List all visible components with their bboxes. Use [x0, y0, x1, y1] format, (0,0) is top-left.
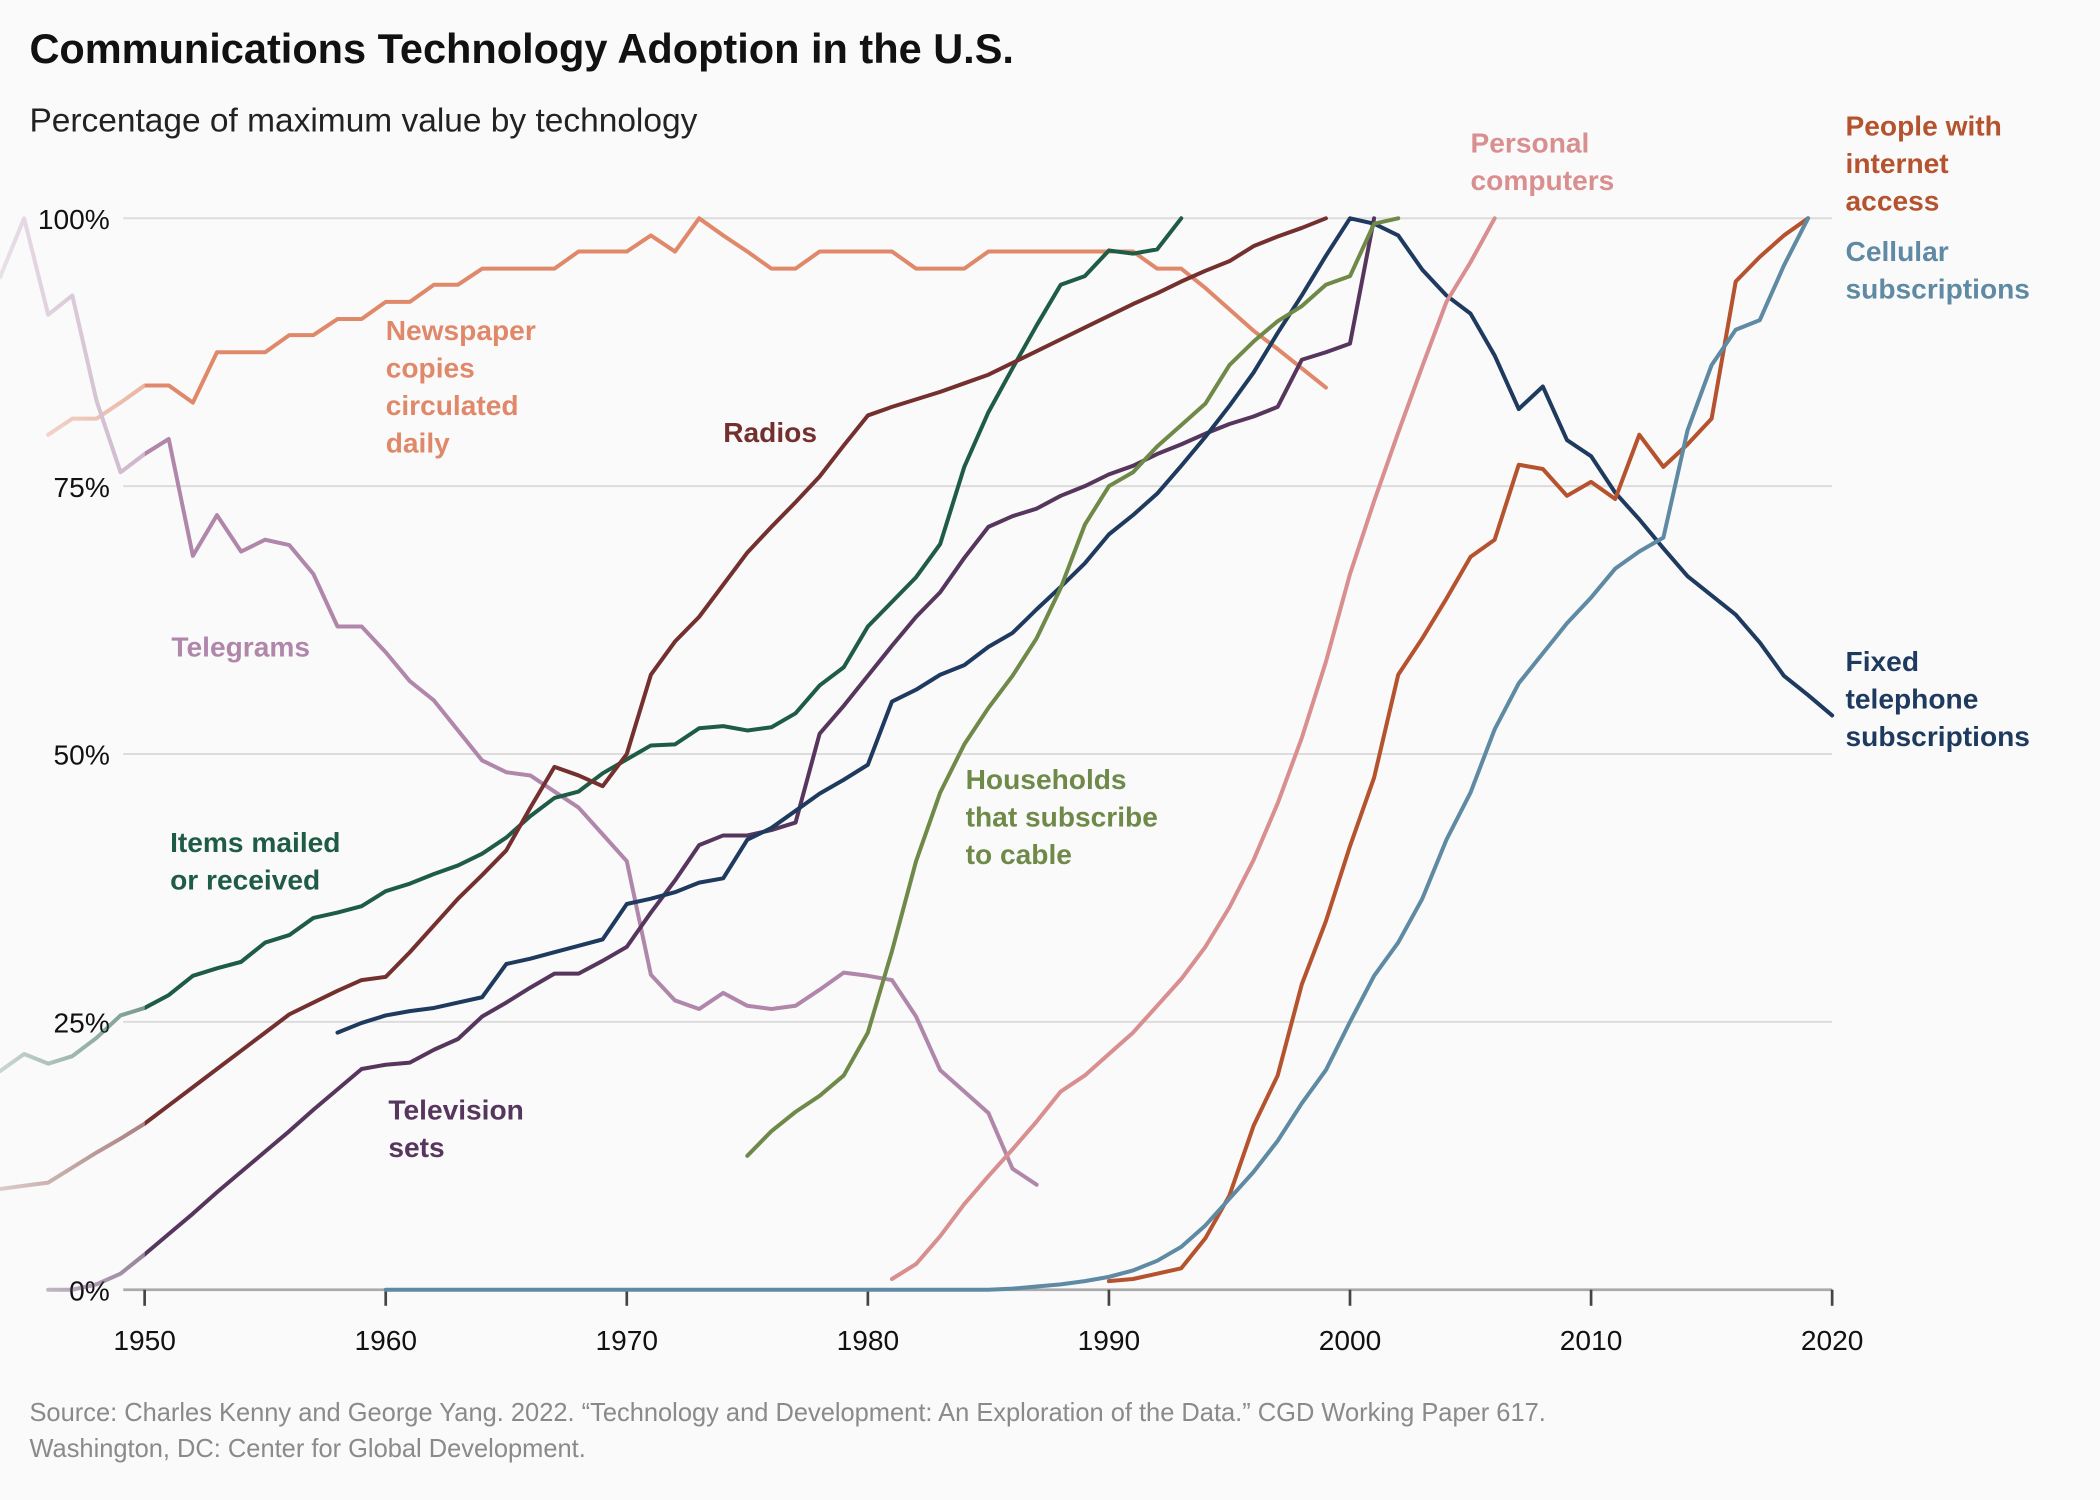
series-line [0, 216, 1328, 1192]
series-line [889, 216, 1497, 1282]
x-tick-label: 2000 [1319, 1325, 1382, 1356]
series-label-box: People with internet access [1845, 111, 2002, 217]
grid: 0%25%50%75%100%1950 1960 1970 1980 1990 2000 2… [38, 204, 1864, 1356]
y-tick-label: 50% [54, 740, 110, 771]
series-label: Fixed telephone subscriptions [1845, 646, 2030, 753]
series-label: Television sets [388, 1095, 524, 1164]
y-tick-label: 75% [54, 472, 110, 503]
series-line [335, 216, 1835, 1035]
series-label-box: Items mailed or received [170, 827, 341, 896]
series-label-box: Television sets [388, 1095, 524, 1164]
series-line [745, 216, 1401, 1158]
chart-subtitle: Percentage of maximum value by technolog… [29, 102, 697, 139]
series-label-box: Newspaper copies circulated daily [385, 316, 536, 460]
chart-title: Communications Technology Adoption in th… [29, 25, 1013, 72]
series-line [46, 216, 1377, 1292]
source-box: Source: Charles Kenny and George Yang. 2… [29, 1399, 1546, 1464]
series-label-box: Cellular subscriptions [1845, 237, 2030, 306]
series-label: Personal computers [1470, 128, 1615, 197]
x-tick-label: 1960 [354, 1325, 417, 1356]
series-label-box: Radios [723, 417, 817, 449]
y-tick-label: 100% [38, 204, 110, 235]
series-label: People with internet access [1845, 111, 2002, 217]
x-tick-label: 2010 [1560, 1325, 1623, 1356]
series-label: Cellular subscriptions [1845, 237, 2030, 306]
x-tick-label: 1950 [113, 1325, 176, 1356]
x-tick-label: 1970 [596, 1325, 659, 1356]
source-note: Source: Charles Kenny and George Yang. 2… [29, 1399, 1546, 1464]
labels: Newspaper copies circulated daily Telegra… [170, 111, 2030, 1164]
series-line [0, 216, 1039, 1187]
series-label: Newspaper copies circulated daily [385, 316, 536, 460]
x-tick-label: 2020 [1801, 1325, 1864, 1356]
lines [0, 216, 1835, 1292]
series-label: Radios [723, 417, 817, 449]
series-line [383, 216, 1811, 1292]
series-label: Items mailed or received [170, 827, 341, 896]
series-label-box: Fixed telephone subscriptions [1845, 646, 2030, 753]
series-label-box: Personal computers [1470, 128, 1615, 197]
series-label-box: Telegrams [171, 632, 311, 663]
x-tick-label: 1990 [1078, 1325, 1141, 1356]
series-label: Telegrams [171, 632, 311, 663]
series-label: Households that subscribe to cable [965, 764, 1158, 871]
x-tick-label: 1980 [837, 1325, 900, 1356]
series-label-box: Households that subscribe to cable [965, 764, 1158, 871]
